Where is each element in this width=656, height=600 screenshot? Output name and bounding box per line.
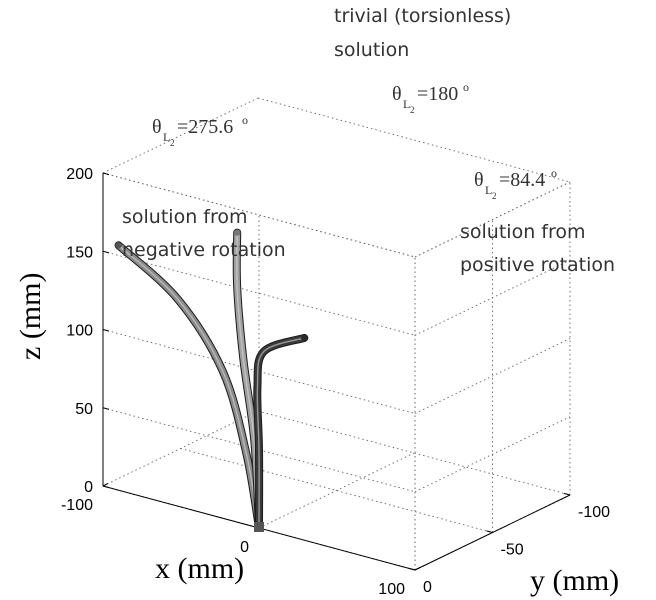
x-axis-title: x (mm): [155, 552, 244, 585]
rod-curves: [114, 228, 309, 532]
theta-value: =275.6: [177, 116, 233, 138]
z-tick-label-4: 200: [66, 166, 93, 183]
theta-label-negative: θ L 2 =275.6 o: [152, 113, 248, 148]
z-tick-mark-3: [102, 250, 110, 254]
grid-line-z-2-wall-b: [414, 338, 571, 414]
annotation-negative-line1: solution from: [122, 206, 248, 228]
z-tick-label-2: 100: [66, 323, 93, 340]
y-tick-label-0: -100: [578, 504, 610, 521]
theta-sub-l: L: [403, 97, 410, 111]
y-tick-mark-2: [408, 567, 416, 571]
x-tick-label-2: 100: [378, 581, 405, 598]
annotation-positive-line1: solution from: [460, 221, 586, 243]
theta-symbol: θ: [474, 169, 484, 191]
x-tick-mark-2: [414, 567, 421, 571]
box-top-back-b: [414, 181, 571, 258]
rod-2: [254, 334, 308, 531]
annotation-trivial-line2: solution: [334, 39, 409, 61]
theta-value: =180: [417, 83, 458, 105]
theta-sub-2: 2: [170, 138, 175, 148]
y-tick-mark-1: [486, 530, 493, 533]
y-tick-label-1: -50: [501, 542, 524, 559]
theta-label-trivial: θ L 2 =180 o: [392, 80, 469, 115]
z-tick-label-0: 0: [84, 479, 93, 496]
theta-degree: o: [551, 166, 557, 180]
theta-symbol: θ: [392, 83, 402, 105]
theta-degree: o: [242, 113, 248, 127]
y-tick-label-2: 0: [423, 579, 432, 596]
box-top-front-a: [102, 97, 259, 174]
x-tick-label-0: -100: [61, 497, 93, 514]
rod-tip-0: [115, 242, 122, 249]
z-axis-title: z (mm): [14, 273, 47, 360]
grid-line-x-1-floor: [258, 452, 415, 529]
rod-tip-1: [233, 229, 241, 236]
z-tick-label-3: 150: [66, 244, 93, 261]
y-axis-title: y (mm): [530, 564, 619, 597]
z-tick-mark-1: [102, 407, 110, 410]
y-tick-mark-0: [563, 492, 571, 496]
theta-sub-2: 2: [410, 105, 415, 115]
x-tick-mark-0: [102, 483, 109, 487]
rod-highlight-0: [117, 244, 260, 529]
grid-line-z-1-wall-b: [414, 416, 571, 493]
theta-sub-l: L: [163, 130, 170, 144]
annotation-trivial-line1: trivial (torsionless): [334, 5, 511, 27]
rod-highlight-2: [256, 337, 305, 529]
annotation-negative-line2: negative rotation: [122, 239, 286, 261]
rod-base: [254, 522, 264, 532]
theta-label-positive: θ L 2 =84.4 o: [474, 166, 557, 201]
z-tick-mark-4: [102, 172, 110, 176]
z-tick-mark-2: [102, 329, 110, 332]
x-tick-label-1: 0: [240, 539, 249, 556]
rod-outline-2: [253, 333, 309, 532]
z-tick-label-1: 50: [75, 401, 93, 418]
theta-value: =84.4: [499, 169, 545, 191]
theta-symbol: θ: [152, 116, 162, 138]
theta-sub-l: L: [485, 183, 492, 197]
theta-degree: o: [463, 80, 469, 94]
annotation-positive-line2: positive rotation: [460, 254, 615, 276]
rod-tip-2: [301, 334, 308, 342]
z-tick-mark-0: [102, 485, 110, 489]
theta-sub-2: 2: [492, 191, 497, 201]
